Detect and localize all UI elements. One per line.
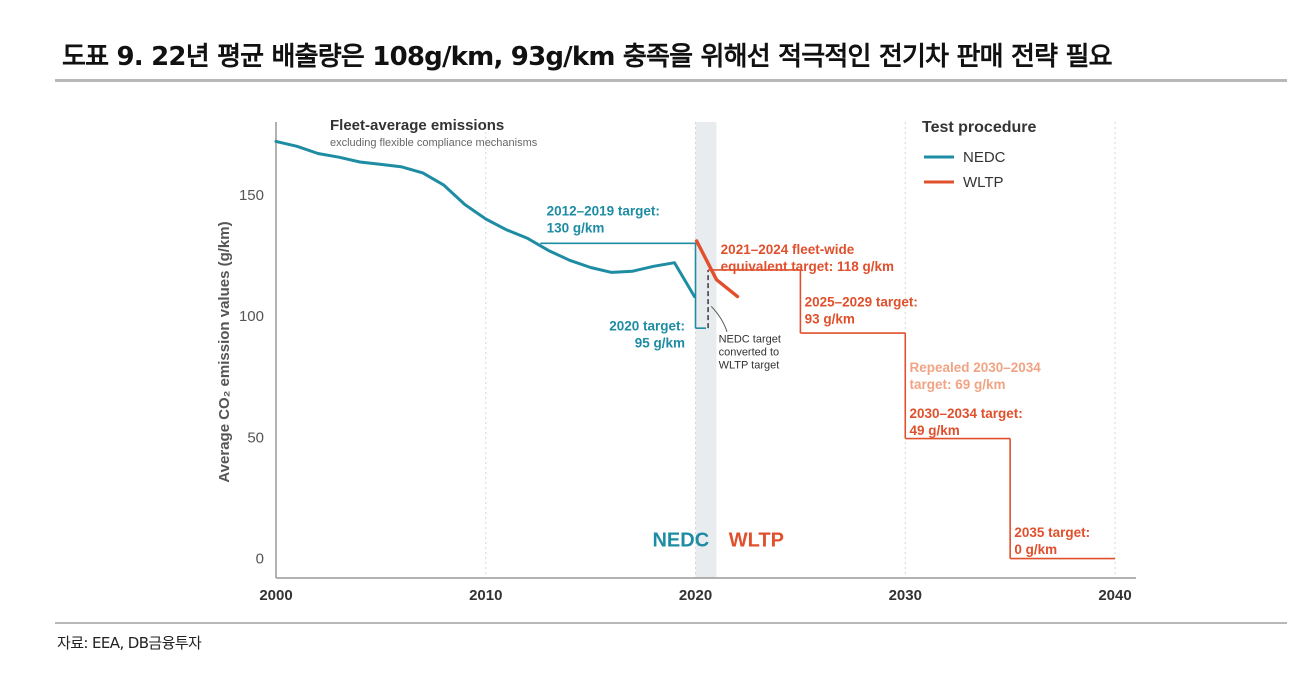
x-tick-label: 2020 (679, 587, 712, 604)
chart-axes: 2000 2010 2020 2030 2040 0 50 100 150 (239, 122, 1136, 604)
legend-label-nedc: NEDC (963, 149, 1006, 166)
band-rect (695, 122, 717, 578)
regime-label: WLTP (729, 529, 784, 551)
title-divider (55, 79, 1287, 82)
x-tick-label: 2010 (469, 587, 502, 604)
y-tick-label: 0 (256, 551, 264, 568)
x-tick-label: 2000 (259, 587, 292, 604)
annotation: 2012–2019 target: 130 g/km (547, 203, 660, 235)
annotation-line: WLTP target (719, 360, 780, 372)
target-lines (540, 242, 1116, 560)
series-line-wltp (694, 239, 740, 299)
y-tick-label: 150 (239, 187, 264, 204)
legend-title: Test procedure (922, 119, 1037, 136)
annotation: 2035 target: 0 g/km (1014, 525, 1090, 557)
page-title: 도표 9. 22년 평균 배출량은 108g/km, 93g/km 충족을 위해… (62, 42, 1113, 72)
annotation-line: Repealed 2030–2034 (909, 360, 1041, 375)
source-divider (55, 622, 1287, 624)
annotation-line: converted to (719, 347, 780, 359)
annotation-line: NEDC target (719, 334, 781, 346)
legend-label-wltp: WLTP (963, 174, 1004, 191)
annotation: NEDC target converted to WLTP target (719, 334, 781, 372)
chart-legend: Test procedure NEDC WLTP (922, 119, 1037, 191)
annotation-line: 2035 target: (1014, 525, 1090, 540)
y-axis-label: Average CO₂ emission values (g/km) (216, 221, 233, 482)
annotation-line: 2012–2019 target: (547, 203, 660, 218)
annotation-line: 95 g/km (635, 336, 685, 351)
regime-label: NEDC (652, 529, 709, 551)
annotation-line: target: 69 g/km (909, 377, 1005, 392)
target-annotations: 2012–2019 target: 130 g/km 2020 target: 95 … (547, 203, 1091, 556)
annotation-line: equivalent target: 118 g/km (721, 259, 894, 274)
chart-title: Fleet-average emissions (330, 117, 504, 134)
annotation-line: 2021–2024 fleet-wide (721, 242, 855, 257)
annotation-line: 49 g/km (909, 423, 959, 438)
chart-subtitle: excluding flexible compliance mechanisms (330, 137, 538, 149)
annotation-line: 2025–2029 target: (805, 294, 918, 309)
y-tick-label: 100 (239, 308, 264, 325)
annotation: 2020 target: 95 g/km (609, 319, 685, 351)
annotation: 2021–2024 fleet-wide equivalent target: 1… (721, 242, 894, 274)
annotation-line: 93 g/km (805, 311, 855, 326)
series-line-nedc (274, 139, 696, 299)
annotation: 2030–2034 target: 49 g/km (909, 406, 1022, 438)
annotation-line: 2030–2034 target: (909, 406, 1022, 421)
source-note: 자료: EEA, DB금융투자 (57, 634, 202, 652)
x-tick-label: 2030 (889, 587, 922, 604)
x-tick-label: 2040 (1098, 587, 1131, 604)
emission-series (274, 139, 740, 299)
annotation: Repealed 2030–2034 target: 69 g/km (909, 360, 1041, 392)
annotation-line: 130 g/km (547, 220, 605, 235)
y-tick-label: 50 (247, 429, 264, 446)
transition-band (695, 122, 717, 578)
chart-labels: NEDC WLTP (652, 529, 783, 551)
annotation: 2025–2029 target: 93 g/km (805, 294, 918, 326)
conversion-note-connector (710, 305, 728, 332)
annotation-line: 2020 target: (609, 319, 685, 334)
annotation-line: 0 g/km (1014, 542, 1057, 557)
